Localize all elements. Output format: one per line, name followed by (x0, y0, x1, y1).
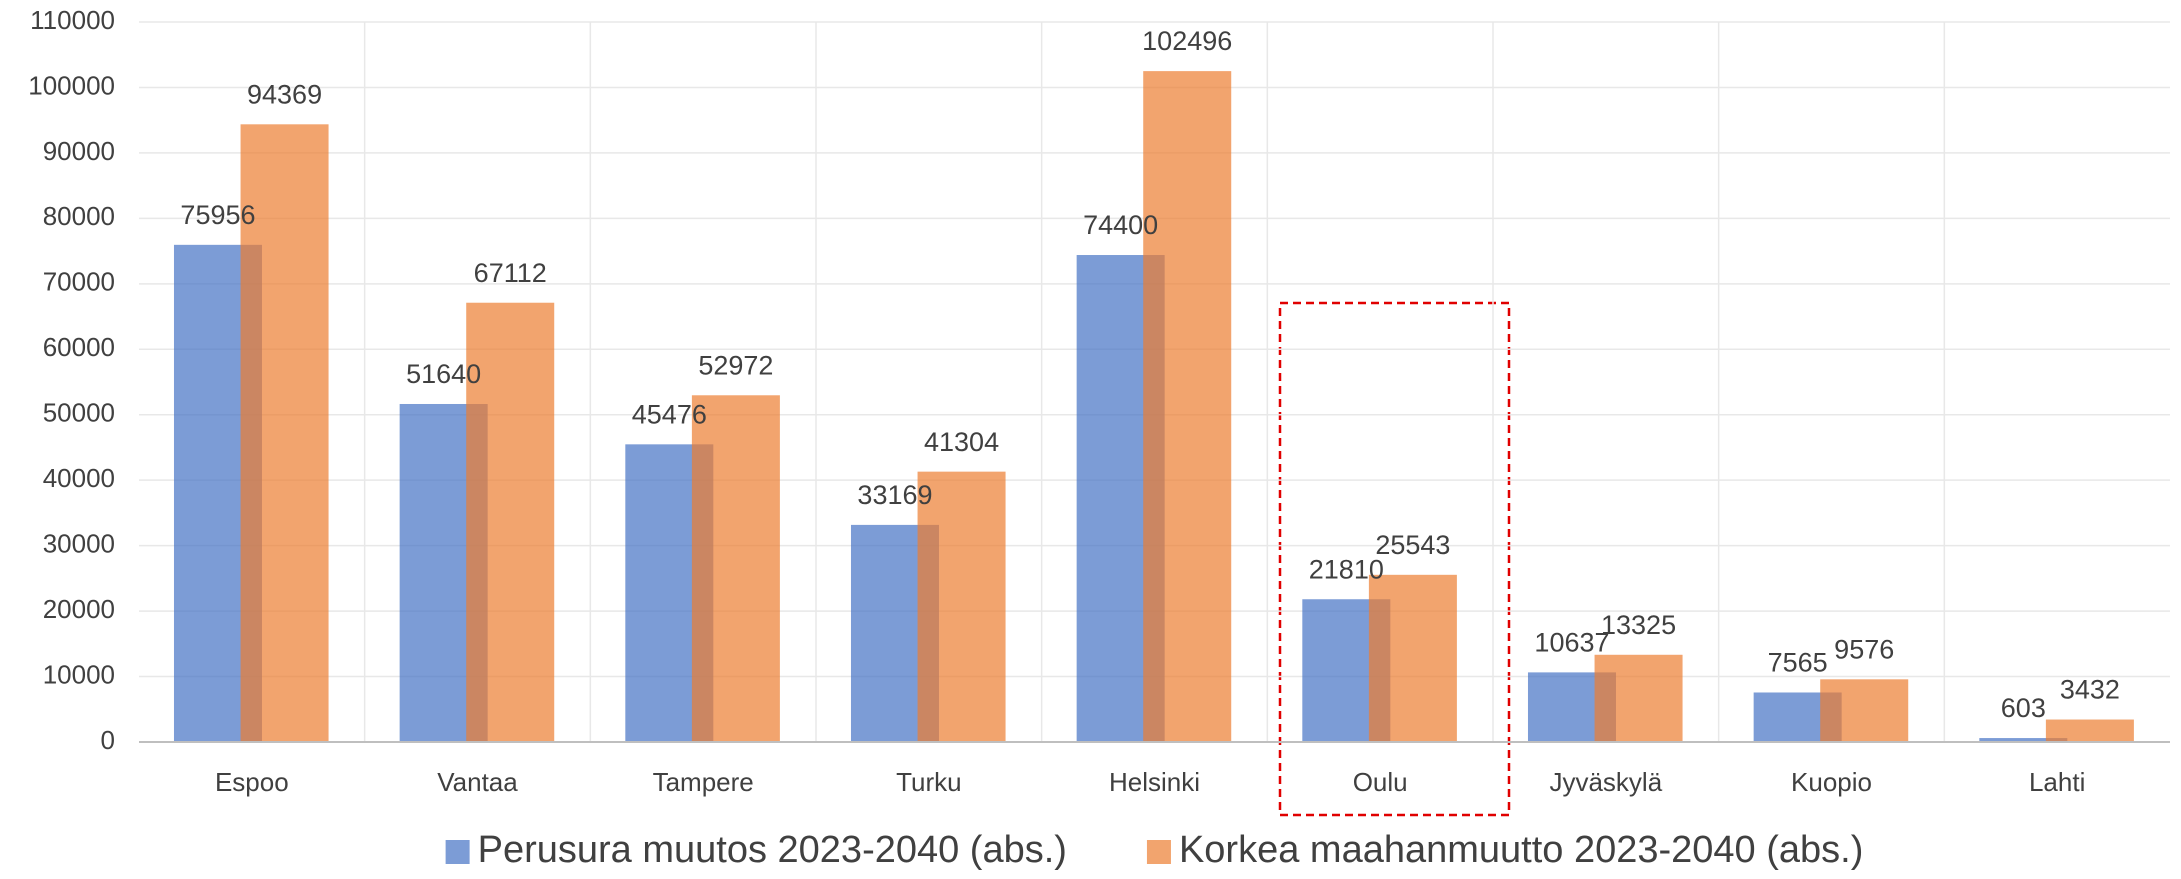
data-label: 7565 (1768, 648, 1828, 678)
bar (1368, 574, 1457, 742)
y-tick-label: 110000 (30, 5, 115, 35)
x-tick-label: Turku (896, 767, 962, 797)
legend-swatch (1146, 840, 1171, 864)
data-label: 3432 (2060, 675, 2120, 705)
data-label: 52972 (698, 350, 773, 380)
bar (1594, 654, 1683, 742)
data-label: 102496 (1142, 26, 1232, 56)
bar (691, 395, 780, 742)
legend-label: Korkea maahanmuutto 2023-2040 (abs.) (1179, 829, 1863, 871)
x-tick-label: Tampere (653, 767, 754, 797)
bar (917, 471, 1006, 742)
x-tick-label: Espoo (215, 767, 289, 797)
x-tick-label: Vantaa (437, 767, 518, 797)
y-tick-label: 30000 (43, 529, 115, 559)
bar (1143, 71, 1232, 743)
x-tick-label: Lahti (2029, 767, 2085, 797)
bar (466, 302, 555, 742)
data-label: 67112 (474, 258, 547, 288)
data-label: 41304 (924, 427, 999, 457)
bar (1820, 679, 1909, 742)
y-tick-label: 10000 (43, 659, 115, 689)
data-label: 51640 (406, 359, 481, 389)
bar (1979, 738, 2068, 742)
data-label: 603 (2001, 693, 2046, 723)
y-tick-label: 40000 (43, 463, 115, 493)
y-tick-label: 20000 (43, 594, 115, 624)
legend-swatch (445, 840, 470, 864)
data-label: 21810 (1309, 554, 1384, 584)
bar (240, 124, 329, 742)
y-tick-label: 80000 (43, 201, 115, 231)
y-tick-label: 100000 (28, 70, 115, 100)
y-tick-label: 90000 (43, 136, 115, 166)
data-label: 75956 (180, 200, 255, 230)
y-tick-label: 60000 (43, 332, 115, 362)
bar (2045, 719, 2134, 742)
x-tick-label: Helsinki (1109, 767, 1200, 797)
data-label: 33169 (857, 480, 932, 510)
highlight-box (1278, 301, 1511, 817)
data-label: 74400 (1083, 210, 1158, 240)
legend-label: Perusura muutos 2023-2040 (abs.) (478, 829, 1067, 871)
x-tick-label: Oulu (1353, 767, 1408, 797)
data-label: 10637 (1534, 628, 1609, 658)
data-label: 45476 (632, 399, 707, 429)
x-tick-label: Jyväskylä (1549, 767, 1662, 797)
data-label: 94369 (247, 79, 322, 109)
y-tick-label: 70000 (43, 267, 115, 297)
data-label: 9576 (1834, 634, 1894, 664)
y-tick-label: 0 (101, 725, 115, 755)
y-tick-label: 50000 (43, 398, 115, 428)
data-label: 25543 (1375, 530, 1450, 560)
x-tick-label: Kuopio (1791, 767, 1872, 797)
data-label: 13325 (1601, 610, 1676, 640)
